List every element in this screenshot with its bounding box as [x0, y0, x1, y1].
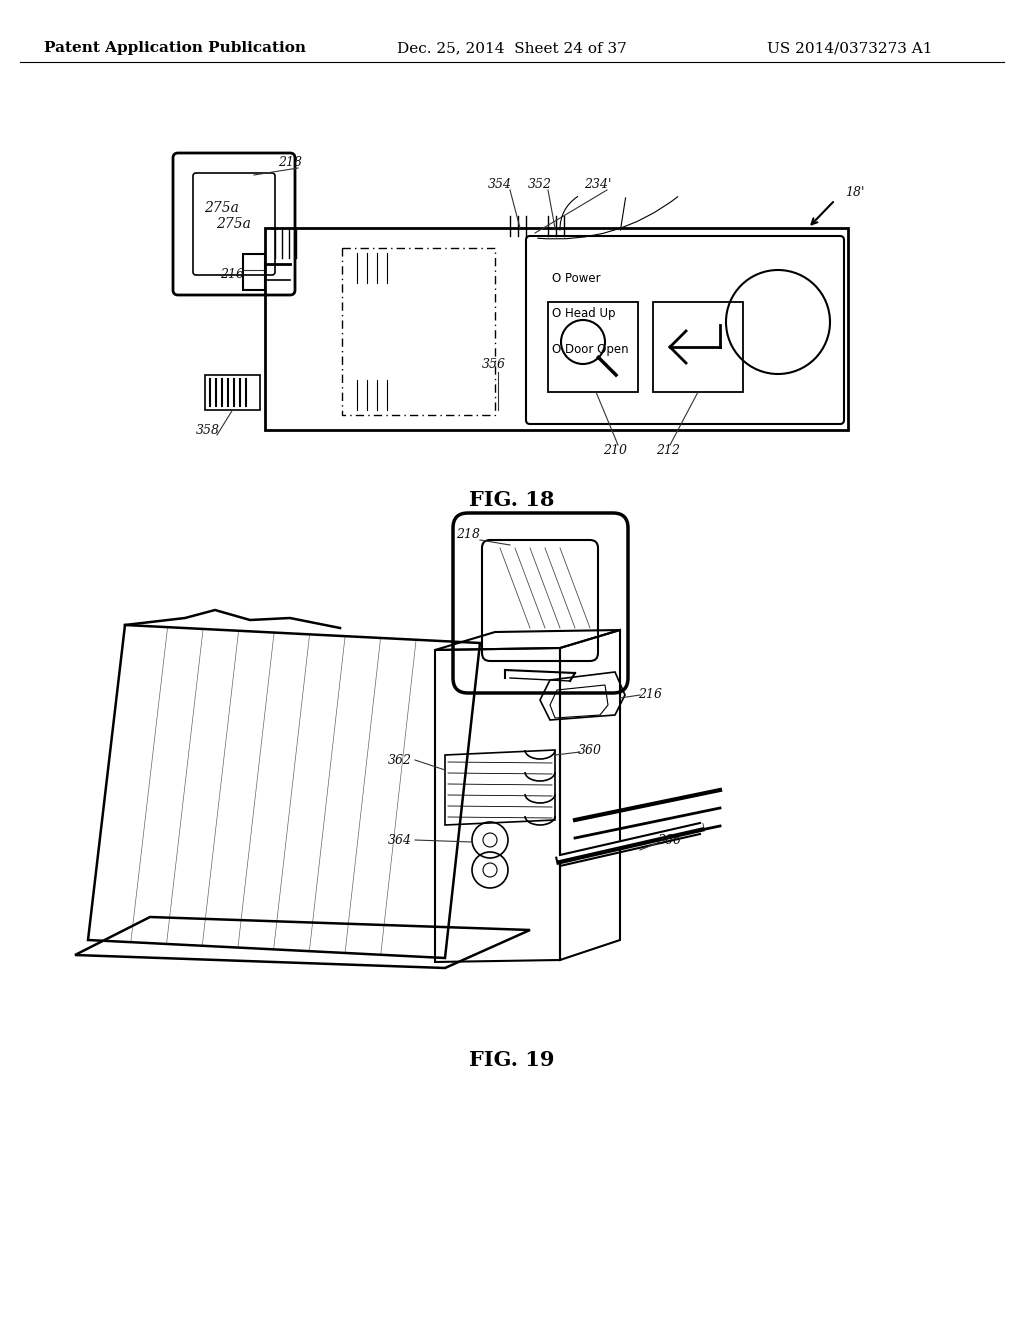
Text: 360: 360	[578, 743, 602, 756]
Bar	[243, 253, 265, 290]
Text: 352: 352	[528, 178, 552, 191]
Text: 218: 218	[456, 528, 480, 541]
Text: US 2014/0373273 A1: US 2014/0373273 A1	[767, 41, 933, 55]
Text: 364: 364	[388, 833, 412, 846]
Text: 354: 354	[488, 178, 512, 191]
Text: 234': 234'	[585, 178, 611, 191]
Text: FIG. 18: FIG. 18	[469, 490, 555, 510]
Text: O Power: O Power	[552, 272, 601, 285]
Text: 210: 210	[603, 444, 627, 457]
Text: Dec. 25, 2014  Sheet 24 of 37: Dec. 25, 2014 Sheet 24 of 37	[397, 41, 627, 55]
Text: FIG. 19: FIG. 19	[469, 1049, 555, 1071]
Text: 218: 218	[278, 157, 302, 169]
Text: 216: 216	[638, 689, 662, 701]
Text: 18': 18'	[846, 186, 864, 199]
Text: 356: 356	[482, 359, 506, 371]
Text: 275a: 275a	[216, 216, 252, 231]
Text: 366: 366	[658, 833, 682, 846]
Text: 275a: 275a	[205, 201, 240, 215]
Bar	[548, 302, 638, 392]
Text: O Head Up: O Head Up	[552, 308, 615, 321]
Bar	[653, 302, 743, 392]
Text: O Door Open: O Door Open	[552, 343, 629, 356]
Text: 362: 362	[388, 754, 412, 767]
Text: 216: 216	[220, 268, 244, 281]
Text: 212: 212	[656, 444, 680, 457]
Bar	[342, 248, 495, 414]
Bar	[205, 375, 260, 411]
Text: Patent Application Publication: Patent Application Publication	[44, 41, 306, 55]
Bar	[265, 228, 848, 430]
Text: 358: 358	[196, 424, 220, 437]
